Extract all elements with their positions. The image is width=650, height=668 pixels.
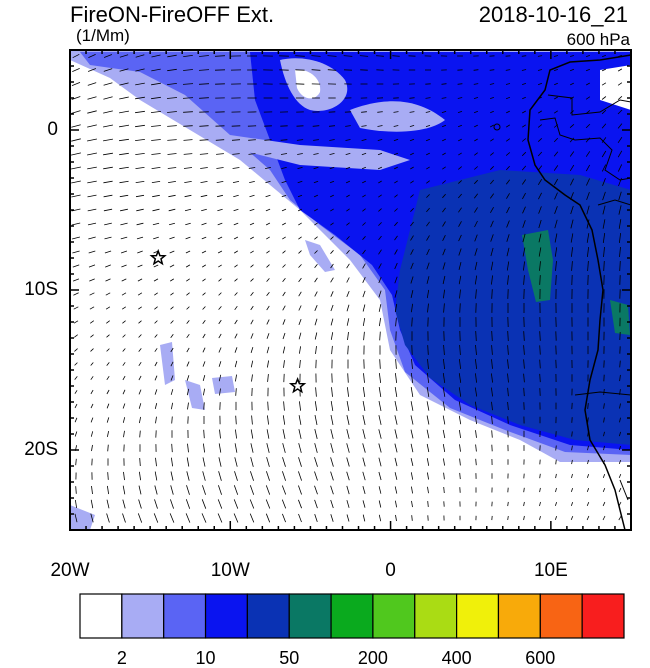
colorbar-swatch (540, 594, 582, 638)
colorbar (80, 594, 624, 638)
x-tick-label: 20W (40, 560, 100, 582)
colorbar-label: 50 (264, 648, 314, 668)
x-tick-label: 10W (200, 560, 260, 582)
y-tick-label: 10S (10, 279, 58, 301)
y-tick-label: 0 (10, 119, 58, 141)
colorbar-swatch (498, 594, 540, 638)
x-tick-label: 0 (361, 560, 421, 582)
y-tick-label: 20S (10, 439, 58, 461)
colorbar-label: 2 (97, 648, 147, 668)
colorbar-swatch (331, 594, 373, 638)
x-tick-label: 10E (521, 560, 581, 582)
colorbar-label: 600 (515, 648, 565, 668)
colorbar-swatch (164, 594, 206, 638)
colorbar-swatch (457, 594, 499, 638)
colorbar-label: 10 (181, 648, 231, 668)
colorbar-swatch (582, 594, 624, 638)
colorbar-swatch (206, 594, 248, 638)
colorbar-label: 200 (348, 648, 398, 668)
colorbar-swatch (247, 594, 289, 638)
map-field (70, 50, 631, 530)
colorbar-swatch (289, 594, 331, 638)
colorbar-swatch (373, 594, 415, 638)
colorbar-label: 400 (432, 648, 482, 668)
colorbar-swatch (122, 594, 164, 638)
colorbar-swatch (80, 594, 122, 638)
colorbar-swatch (415, 594, 457, 638)
